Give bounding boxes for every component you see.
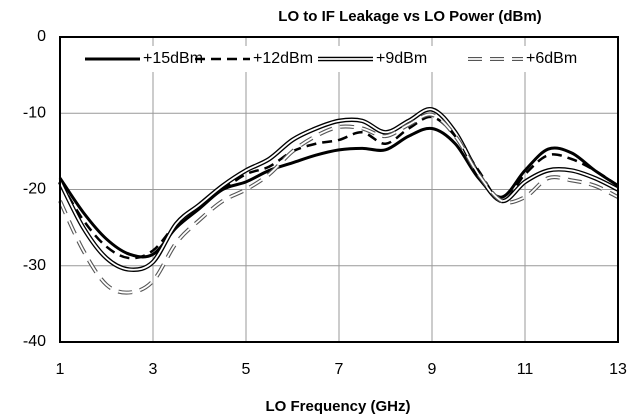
x-tick-label: 9 [428,361,437,378]
series-line-inner [59,108,619,271]
x-tick-label: 13 [609,361,627,378]
x-tick-label: 7 [335,361,344,378]
series-line [58,115,619,260]
x-tick-label: 11 [517,361,534,378]
series-line [58,126,619,259]
y-tick-label: 0 [37,28,46,45]
plot-border [59,36,619,343]
x-tick-label: 5 [242,361,251,378]
y-tick-label: -40 [23,333,46,350]
legend-label: +12dBm [253,50,313,67]
y-tick-label: -30 [23,257,46,274]
x-tick-label: 3 [149,361,158,378]
y-tick-label: -20 [23,181,46,198]
legend-label: +9dBm [376,50,427,67]
y-tick-label: -10 [23,104,46,121]
chart-title: LO to IF Leakage vs LO Power (dBm) [278,8,541,25]
legend-label: +15dBm [143,50,203,67]
x-tick-label: 1 [56,361,65,378]
x-axis-label: LO Frequency (GHz) [265,398,410,415]
legend-label: +6dBm [526,50,577,67]
